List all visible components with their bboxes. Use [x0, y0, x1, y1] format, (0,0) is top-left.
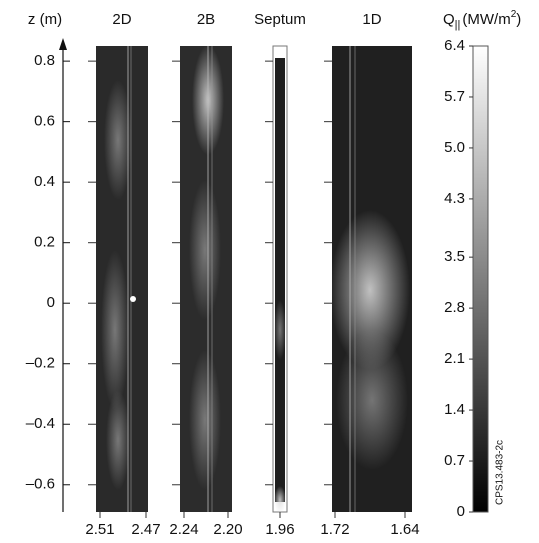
colorbar-tick-label: 5.7: [444, 88, 465, 105]
colorbar-tick-label: 2.8: [444, 299, 465, 316]
colorbar-tick-label: 4.3: [444, 190, 465, 207]
colorbar-tick-label: 5.0: [444, 139, 465, 156]
y-tick-label: 0.2: [34, 234, 55, 251]
x-tick-label: 2.47: [131, 521, 160, 538]
x-tick-label: 1.64: [390, 521, 419, 538]
colorbar-tick-label: 3.5: [444, 248, 465, 265]
colorbar-label-close: ): [516, 11, 521, 28]
heatmap-images: [96, 45, 412, 514]
x-tick-label: 1.72: [320, 521, 349, 538]
y-axis-arrow: [59, 38, 67, 50]
y-tick-label: –0.4: [26, 415, 55, 432]
colorbar-tick-label: 1.4: [444, 401, 465, 418]
panel-title: Septum: [254, 11, 306, 28]
figure-id: CPS13.483-2c: [495, 440, 506, 505]
colorbar-tick-label: 0: [457, 503, 465, 520]
x-tick-label: 2.20: [213, 521, 242, 538]
panel-title: 2D: [112, 11, 131, 28]
panel-title: 1D: [362, 11, 381, 28]
colorbar-label-unit: (MW/m: [462, 11, 510, 28]
x-tick-label: 1.96: [265, 521, 294, 538]
y-tick-label: –0.6: [26, 476, 55, 493]
colorbar-tick-label: 2.1: [444, 350, 465, 367]
y-tick-label: 0.4: [34, 173, 55, 190]
colorbar-tick-label: 0.7: [444, 452, 465, 469]
y-axis-label: z (m): [28, 11, 62, 28]
colorbar-label-main: Q: [443, 11, 455, 28]
y-tick-label: 0: [47, 294, 55, 311]
colorbar-tick-label: 6.4: [444, 37, 465, 54]
colorbar-label: Q|| (MW/m2): [443, 9, 521, 31]
colorbar-label-sup: 2: [511, 9, 517, 20]
x-tick-label: 2.51: [85, 521, 114, 538]
y-tick-label: –0.2: [26, 355, 55, 372]
colorbar-label-sub: ||: [455, 19, 461, 31]
y-tick-label: 0.6: [34, 113, 55, 130]
colorbar: [472, 45, 489, 513]
x-tick-label: 2.24: [169, 521, 198, 538]
y-tick-label: 0.8: [34, 52, 55, 69]
panel-title: 2B: [197, 11, 215, 28]
